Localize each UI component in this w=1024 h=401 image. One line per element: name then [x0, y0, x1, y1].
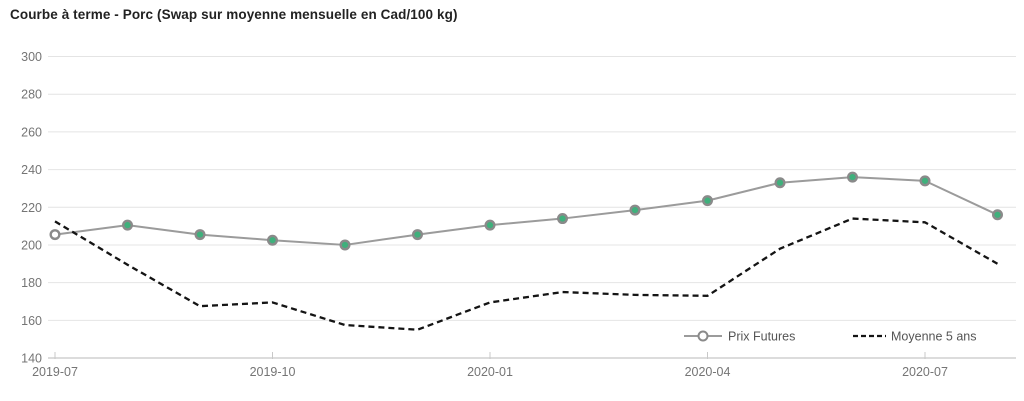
legend-open-circle-icon: [697, 330, 709, 342]
legend-label-prix-futures: Prix Futures: [728, 330, 795, 344]
data-point-marker: [484, 219, 496, 231]
data-point-marker: [267, 234, 279, 246]
data-point-marker: [774, 177, 786, 189]
chart-title: Courbe à terme - Porc (Swap sur moyenne …: [10, 7, 458, 22]
series-line-moyenne-5-ans: [54, 217, 999, 331]
x-axis-label: 2019-07: [32, 365, 78, 379]
data-point-marker: [194, 229, 206, 241]
y-axis-label: 200: [21, 238, 42, 252]
y-axis-label: 140: [21, 352, 42, 366]
y-axis-label: 160: [21, 314, 42, 328]
legend-item-prix-futures: Prix Futures: [684, 330, 795, 344]
data-point-marker: [49, 229, 61, 241]
data-point-marker: [339, 239, 351, 251]
legend-label-moyenne-5-ans: Moyenne 5 ans: [891, 330, 976, 344]
data-point-marker: [412, 229, 424, 241]
x-axis-label: 2020-04: [685, 365, 731, 379]
series-line-prix-futures: [54, 176, 998, 246]
data-point-marker: [919, 175, 931, 187]
y-axis-label: 300: [21, 50, 42, 64]
data-point-marker: [557, 213, 569, 225]
x-axis-label: 2019-10: [250, 365, 296, 379]
data-point-marker: [847, 171, 859, 183]
legend-item-moyenne-5-ans: Moyenne 5 ans: [853, 330, 976, 344]
data-point-marker: [702, 195, 714, 207]
data-point-marker: [121, 219, 133, 231]
data-point-marker: [629, 204, 641, 216]
y-axis-label: 220: [21, 201, 42, 215]
x-axis-label: 2020-07: [902, 365, 948, 379]
y-axis-label: 280: [21, 88, 42, 102]
y-axis-label: 240: [21, 163, 42, 177]
y-axis-label: 180: [21, 276, 42, 290]
x-axis-label: 2020-01: [467, 365, 513, 379]
data-point-marker: [992, 209, 1004, 221]
y-axis-label: 260: [21, 125, 42, 139]
